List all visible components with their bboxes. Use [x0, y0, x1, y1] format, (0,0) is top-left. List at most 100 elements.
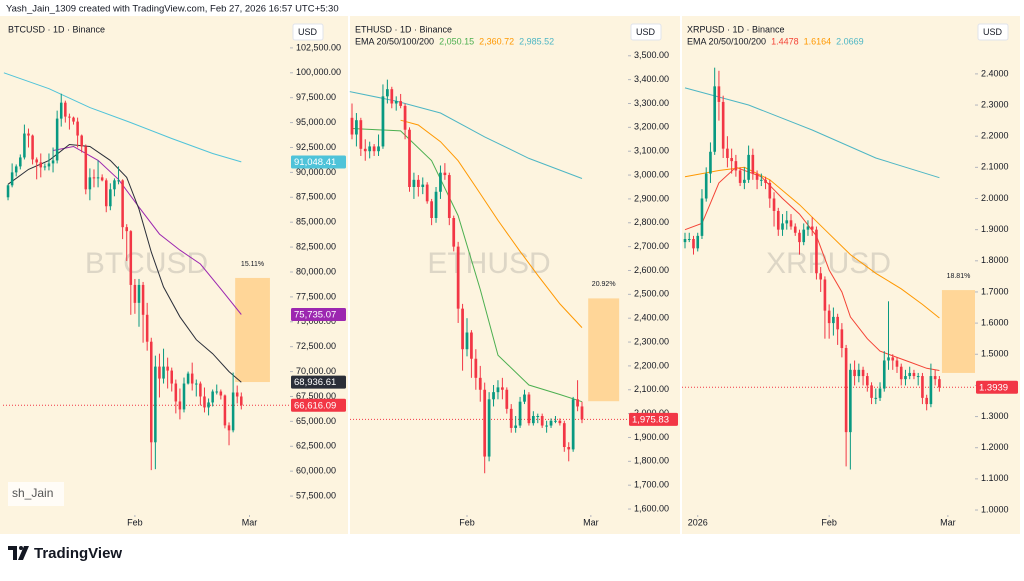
ema-value-tag: 75,735.07: [294, 309, 336, 320]
candle-body: [840, 329, 844, 349]
y-tick-label: 100,000.00: [296, 67, 341, 77]
x-tick-label: 2026: [688, 517, 708, 527]
candle-body: [227, 425, 231, 431]
y-tick-label: 3,100.00: [634, 146, 669, 156]
y-tick-label: 2.1000: [981, 162, 1009, 172]
chart-panel: BTCUSD BTCUSD · 1D · Binance 57,500.00 60,0…: [0, 16, 348, 534]
candle-body: [377, 146, 380, 152]
candle-body: [810, 226, 814, 230]
y-tick-label: 75,000.00: [296, 316, 336, 326]
candle-body: [916, 376, 920, 378]
candle-body: [443, 172, 447, 176]
candle-body: [100, 177, 104, 181]
candle-body: [55, 118, 59, 161]
candle-body: [899, 366, 903, 380]
candle-body: [908, 372, 912, 377]
user-badge-box: [8, 482, 64, 506]
y-tick-label: 3,300.00: [634, 98, 669, 108]
last-price-tag-box: [291, 398, 346, 412]
y-tick-label: 2,400.00: [634, 313, 669, 323]
y-tick-label: 2,500.00: [634, 289, 669, 299]
candle-body: [938, 379, 941, 388]
logo-part: [19, 546, 23, 550]
candle-body: [430, 201, 433, 218]
candle-body: [240, 396, 243, 406]
candle-body: [836, 316, 839, 330]
candle-body: [10, 172, 14, 186]
ema-line: [351, 128, 583, 403]
candle-body: [536, 416, 540, 417]
y-tick-label: 2,300.00: [634, 336, 669, 346]
y-tick-label: 2,900.00: [634, 193, 669, 203]
candle-body: [203, 396, 206, 408]
ema-line: [349, 91, 583, 179]
candle-body: [447, 175, 451, 218]
candle-body: [421, 184, 425, 187]
candle-body: [509, 408, 513, 428]
candle-body: [51, 160, 55, 164]
y-tick-label: 80,000.00: [296, 266, 336, 276]
candle-body: [35, 159, 38, 163]
y-tick-label: 2.2000: [981, 131, 1009, 141]
candle-body: [64, 102, 67, 117]
candle-body: [350, 117, 354, 135]
credit-line: Yash_Jain_1309 created with TradingView.…: [6, 4, 339, 15]
ema-value-tag: 68,936.61: [294, 377, 336, 388]
y-tick-label: 3,000.00: [634, 169, 669, 179]
candle-body: [211, 391, 214, 403]
y-tick-label: 1.5000: [981, 349, 1009, 359]
y-tick-label: 1.8000: [981, 255, 1009, 265]
candle-body: [487, 399, 491, 457]
candle-body: [776, 210, 780, 230]
candle-body: [929, 376, 933, 405]
y-tick-label: 82,500.00: [296, 241, 336, 251]
candle-body: [182, 383, 186, 410]
candle-body: [895, 360, 899, 367]
y-tick-label: 2,700.00: [634, 241, 669, 251]
candle-body: [166, 366, 169, 371]
y-tick-label: 65,000.00: [296, 416, 336, 426]
watermark: BTCUSD: [85, 247, 208, 280]
candle-body: [439, 172, 442, 192]
candle-body: [815, 229, 818, 274]
candle-body: [743, 179, 746, 183]
price-axis-background: [628, 16, 680, 534]
y-tick-label: 1.7000: [981, 286, 1009, 296]
indicator-legend: EMA 20/50/100/200: [355, 36, 434, 46]
watermark: ETHUSD: [427, 247, 550, 280]
candle-body: [461, 308, 464, 350]
candle-body: [738, 170, 742, 183]
candle-body: [755, 173, 759, 180]
currency-label: USD: [636, 27, 656, 37]
y-tick-label: 3,500.00: [634, 50, 669, 60]
candle-body: [857, 369, 861, 377]
candle-body: [408, 129, 411, 187]
measure-label: 20.92%: [592, 281, 616, 288]
currency-label: USD: [983, 27, 1003, 37]
candle-body: [891, 357, 895, 361]
panels: BTCUSD BTCUSD · 1D · Binance 57,500.00 60,0…: [0, 16, 1020, 534]
legend-value: 2,985.52: [519, 36, 554, 46]
legend-value: 1.6164: [804, 36, 832, 46]
symbol-title: XRPUSD · 1D · Binance: [687, 24, 785, 34]
candle-body: [434, 191, 438, 218]
candle-body: [452, 218, 456, 247]
x-tick-label: Feb: [127, 517, 143, 527]
candle-body: [527, 394, 531, 424]
candle-body: [827, 310, 831, 324]
y-tick-label: 62,500.00: [296, 441, 336, 451]
candle-body: [158, 366, 161, 379]
candle-body: [531, 416, 535, 424]
candle-body: [474, 358, 478, 378]
candle-body: [819, 273, 822, 280]
legend-value: 2,050.15: [439, 36, 474, 46]
y-tick-label: 1.0000: [981, 504, 1009, 514]
candle-body: [403, 105, 407, 130]
candle-body: [849, 369, 852, 433]
candle-body: [747, 154, 750, 180]
y-tick-label: 102,500.00: [296, 42, 341, 52]
candle-body: [425, 184, 429, 202]
candle-body: [412, 179, 416, 187]
y-tick-label: 1,900.00: [634, 432, 669, 442]
candle-body: [456, 246, 460, 309]
